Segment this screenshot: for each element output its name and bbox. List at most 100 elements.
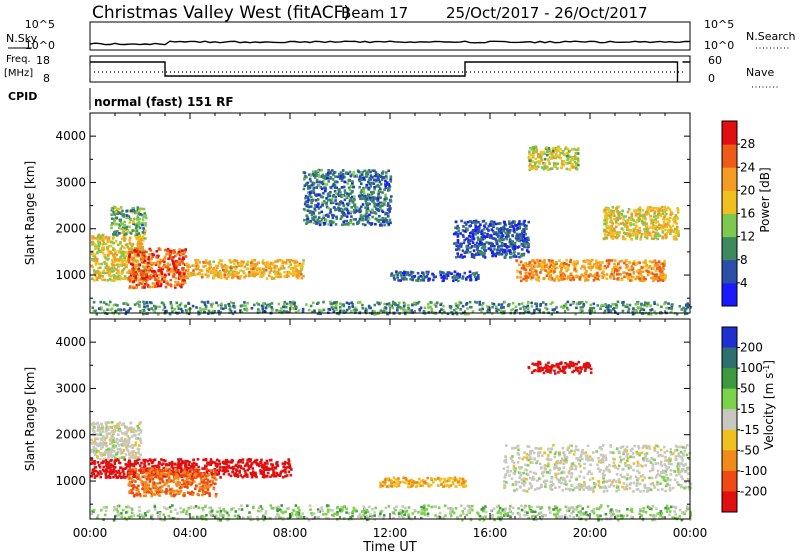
echo-cell	[310, 189, 314, 193]
echo-cell	[226, 273, 230, 276]
echo-cell	[144, 458, 148, 462]
echo-cell	[498, 234, 502, 237]
echo-cell	[267, 305, 271, 308]
echo-cell	[132, 258, 136, 262]
echo-cell	[121, 237, 124, 241]
echo-cell	[491, 224, 495, 227]
echo-cell	[204, 264, 207, 268]
noise-frame	[89, 21, 691, 51]
echo-cell	[379, 201, 383, 205]
echo-cell	[142, 252, 146, 256]
echo-cell	[179, 252, 183, 256]
echo-cell	[202, 265, 205, 268]
echo-cell	[353, 198, 356, 201]
echo-cell	[262, 268, 266, 271]
echo-cell	[654, 221, 658, 224]
echo-cell	[649, 308, 652, 312]
echo-cell	[278, 258, 282, 262]
echo-cell	[338, 305, 342, 309]
echo-cell	[377, 185, 381, 188]
echo-cell	[651, 260, 654, 264]
echo-cell	[631, 234, 635, 237]
echo-cell	[329, 223, 333, 227]
echo-cell	[520, 238, 523, 242]
echo-cell	[458, 273, 462, 276]
echo-cell	[606, 259, 609, 262]
echo-cell	[635, 209, 639, 212]
echo-cell	[562, 277, 566, 281]
echo-cell	[525, 224, 528, 228]
echo-cell	[467, 312, 470, 316]
echo-cell	[223, 275, 227, 279]
echo-cell	[509, 252, 513, 256]
echo-cell	[523, 265, 526, 269]
colorbar-tick-label: 28	[740, 137, 755, 151]
echo-cell	[242, 304, 246, 307]
echo-cell	[329, 201, 333, 205]
echo-cell	[491, 305, 494, 309]
echo-cell	[249, 271, 253, 275]
echo-cell	[613, 229, 617, 232]
echo-cell	[169, 302, 173, 305]
echo-cell	[634, 230, 638, 234]
echo-cell	[555, 262, 558, 266]
echo-cell	[456, 224, 459, 228]
echo-cell	[303, 171, 307, 175]
echo-cell	[648, 260, 652, 263]
echo-cell	[594, 264, 598, 267]
echo-cell	[269, 269, 273, 273]
echo-cell	[326, 192, 330, 196]
echo-cell	[549, 269, 553, 273]
echo-cell	[220, 302, 223, 306]
echo-cell	[204, 261, 208, 264]
echo-cell	[149, 301, 152, 304]
echo-cell	[528, 146, 532, 150]
echo-cell	[568, 155, 572, 159]
echo-cell	[357, 170, 360, 173]
echo-cell	[636, 302, 640, 305]
echo-cell	[523, 307, 527, 310]
echo-cell	[96, 471, 100, 474]
echo-cell	[522, 236, 526, 239]
echo-cell	[325, 197, 328, 200]
echo-cell	[413, 301, 416, 305]
echo-cell	[622, 237, 625, 241]
echo-cell	[133, 217, 136, 221]
echo-cell	[128, 241, 132, 245]
echo-cell	[241, 262, 244, 266]
echo-cell	[664, 236, 668, 240]
echo-cell	[139, 213, 142, 216]
echo-cell	[524, 233, 527, 236]
echo-cell	[389, 207, 392, 210]
echo-cell	[142, 458, 145, 462]
echo-cell	[613, 259, 617, 262]
echo-cell	[550, 167, 553, 170]
echo-cell	[483, 312, 486, 315]
echo-cell	[568, 160, 572, 164]
echo-cell	[174, 280, 177, 284]
echo-cell	[634, 210, 637, 213]
echo-cell	[423, 306, 427, 310]
echo-cell	[243, 308, 246, 311]
echo-cell	[328, 219, 332, 223]
echo-cell	[99, 266, 102, 269]
echo-cell	[524, 310, 527, 313]
echo-cell	[254, 271, 257, 274]
echo-cell	[138, 305, 141, 309]
echo-cell	[177, 251, 181, 254]
echo-cell	[143, 212, 147, 215]
echo-cell	[384, 217, 387, 220]
echo-cell	[331, 307, 335, 310]
echo-cell	[132, 272, 136, 276]
echo-cell	[134, 271, 138, 274]
echo-cell	[602, 275, 606, 278]
echo-cell	[129, 210, 133, 214]
echo-cell	[517, 303, 521, 306]
echo-cell	[177, 269, 180, 272]
echo-cell	[503, 222, 507, 226]
echo-cell	[366, 220, 370, 223]
echo-cell	[369, 196, 372, 200]
echo-cell	[141, 275, 144, 279]
echo-cell	[497, 253, 500, 256]
echo-cell	[233, 310, 237, 314]
